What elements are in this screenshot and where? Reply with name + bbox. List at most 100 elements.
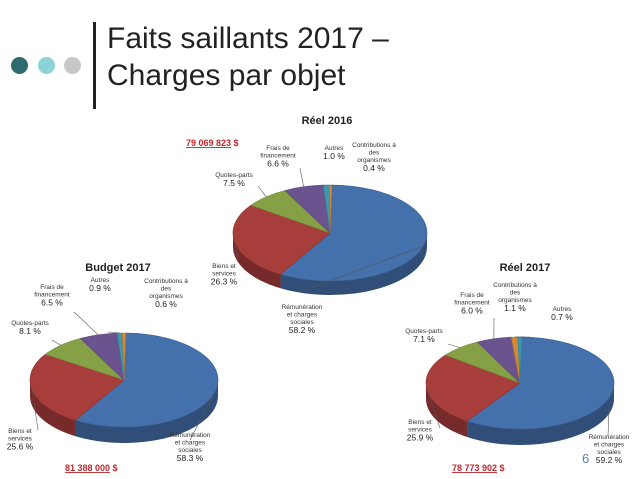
slice-value: 6.5 % bbox=[41, 298, 63, 308]
slide-title-line2: Charges par objet bbox=[107, 59, 346, 92]
pie-chart-reel2016: Réel 2016 79 069 823 $ Rémunération et char… bbox=[186, 115, 428, 335]
slice-label-line: Biens et bbox=[408, 419, 432, 426]
slice-label-line: Biens et bbox=[212, 263, 236, 270]
slice-label-line: organismes bbox=[149, 293, 183, 300]
slice-value: 0.7 % bbox=[551, 312, 573, 322]
chart-total-currency: $ bbox=[231, 138, 239, 148]
slice-label-quotes-parts: Quotes-parts 8.1 % bbox=[11, 320, 49, 336]
leader-line bbox=[330, 184, 335, 187]
slide-title-line1: Faits saillants 2017 – bbox=[107, 22, 389, 55]
slice-label-line: financement bbox=[260, 153, 296, 160]
slice-label-line: sociales bbox=[178, 447, 202, 454]
slice-label-line: Frais de bbox=[266, 145, 290, 152]
slice-label-line: financement bbox=[34, 292, 70, 299]
chart-title: Réel 2016 bbox=[302, 115, 353, 127]
slice-label-line: sociales bbox=[597, 449, 621, 456]
slice-label-line: Quotes-parts bbox=[11, 320, 49, 327]
slice-value: 6.6 % bbox=[267, 159, 289, 169]
slice-label-line: services bbox=[212, 271, 237, 278]
title-divider bbox=[93, 22, 96, 109]
pie-chart-reel2017: Réel 2017 78 773 902 $ Rémunération et char… bbox=[405, 262, 630, 473]
slice-value: 6.0 % bbox=[461, 306, 483, 316]
slice-label-biens-services: Biens et services 25.9 % bbox=[407, 419, 434, 443]
leader-line bbox=[32, 390, 39, 431]
slice-label-line: organismes bbox=[357, 157, 391, 164]
slice-label-line: Contributions à bbox=[352, 142, 396, 149]
slice-value: 0.6 % bbox=[155, 299, 177, 309]
slice-label-contributions: Contributions à des organismes 0.4 % bbox=[352, 142, 396, 173]
leader-line bbox=[107, 331, 120, 334]
slice-label-line: Frais de bbox=[460, 292, 484, 299]
chart-total-currency: $ bbox=[110, 463, 118, 473]
chart-total: 79 069 823 $ bbox=[186, 138, 239, 148]
slice-label-line: des bbox=[161, 286, 172, 293]
slice-label-quotes-parts: Quotes-parts 7.5 % bbox=[215, 172, 253, 188]
pie-slice-side-remuneration bbox=[467, 383, 614, 445]
slice-label-line: services bbox=[408, 427, 433, 434]
slice-label-line: et charges bbox=[287, 312, 318, 319]
decor-dot-grey bbox=[64, 57, 81, 74]
pie-slice-side-biens-services bbox=[30, 380, 76, 437]
slice-value: 0.9 % bbox=[89, 283, 111, 293]
slice-label-line: et charges bbox=[175, 440, 206, 447]
slice-label-line: Autres bbox=[325, 145, 345, 152]
slice-label-contributions: Contributions à des organismes 0.6 % bbox=[144, 278, 188, 309]
chart-total-value: 79 069 823 bbox=[186, 138, 231, 148]
slice-label-autres: Autres 0.7 % bbox=[551, 306, 573, 322]
chart-title: Budget 2017 bbox=[85, 262, 150, 274]
slice-label-line: Rémunération bbox=[589, 434, 630, 441]
slice-label-line: Frais de bbox=[40, 284, 64, 291]
slice-label-line: Biens et bbox=[8, 428, 32, 435]
pie-slice-remuneration bbox=[466, 336, 615, 430]
chart-total: 78 773 902 $ bbox=[452, 463, 505, 473]
slice-label-line: Rémunération bbox=[282, 304, 323, 311]
slice-value: 8.1 % bbox=[19, 326, 41, 336]
slice-label-line: et charges bbox=[594, 442, 625, 449]
slice-value: 1.0 % bbox=[323, 151, 345, 161]
leader-line bbox=[426, 390, 441, 429]
pie-chart-budget2017: Budget 2017 81 388 000 $ Rémunération et ch… bbox=[7, 262, 219, 473]
slice-label-remuneration: Rémunération et charges sociales 58.3 % bbox=[170, 432, 211, 463]
slice-label-line: Quotes-parts bbox=[405, 328, 443, 335]
pie-slice-side-remuneration bbox=[280, 233, 427, 295]
leader-line bbox=[189, 392, 215, 441]
leader-line bbox=[51, 339, 61, 346]
slice-label-frais-financement: Frais de financement 6.5 % bbox=[34, 284, 70, 308]
leader-line bbox=[301, 245, 424, 292]
slice-label-quotes-parts: Quotes-parts 7.1 % bbox=[405, 328, 443, 344]
slice-value: 7.1 % bbox=[413, 334, 435, 344]
slide-title: Faits saillants 2017 – Charges par objet bbox=[107, 20, 389, 94]
slice-label-line: services bbox=[8, 436, 33, 443]
slice-value: 25.6 % bbox=[7, 442, 34, 452]
pie-slice-side-remuneration bbox=[75, 380, 218, 443]
slice-label-biens-services: Biens et services 25.6 % bbox=[7, 428, 34, 452]
slice-value: 1.1 % bbox=[504, 303, 526, 313]
slice-label-frais-financement: Frais de financement 6.6 % bbox=[260, 145, 296, 169]
leader-line bbox=[73, 311, 99, 336]
slice-label-line: sociales bbox=[290, 319, 314, 326]
slice-label-autres: Autres 1.0 % bbox=[323, 145, 345, 161]
leader-line bbox=[299, 167, 304, 187]
slice-label-line: Autres bbox=[553, 306, 573, 313]
chart-title: Réel 2017 bbox=[500, 262, 551, 274]
chart-total-currency: $ bbox=[497, 463, 505, 473]
slice-label-line: organismes bbox=[498, 297, 532, 304]
pie-slice-side-biens-services bbox=[426, 383, 468, 438]
slice-value: 25.9 % bbox=[407, 433, 434, 443]
slice-label-line: Rémunération bbox=[170, 432, 211, 439]
page-number: 6 bbox=[582, 451, 590, 466]
slice-label-frais-financement: Frais de financement 6.0 % bbox=[454, 292, 490, 316]
pie-slice-remuneration bbox=[279, 184, 428, 282]
decor-dot-light bbox=[38, 57, 55, 74]
leader-line bbox=[447, 343, 461, 348]
slice-label-line: Contributions à bbox=[493, 282, 537, 289]
leader-line bbox=[257, 185, 267, 198]
slice-value: 0.4 % bbox=[363, 163, 385, 173]
chart-total-value: 81 388 000 bbox=[65, 463, 110, 473]
slice-label-remuneration: Rémunération et charges sociales 58.2 % bbox=[282, 304, 323, 335]
pie-slice-biens-services bbox=[232, 204, 331, 275]
slice-label-remuneration: Rémunération et charges sociales 59.2 % bbox=[589, 434, 630, 465]
slice-value: 59.2 % bbox=[596, 455, 623, 465]
leader-line bbox=[607, 396, 610, 437]
